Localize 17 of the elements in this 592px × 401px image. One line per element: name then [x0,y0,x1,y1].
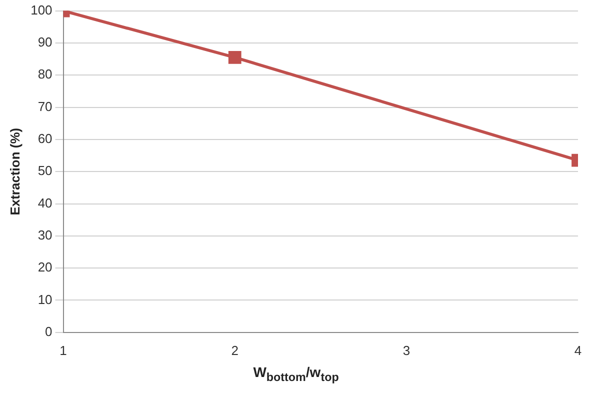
y-tick-label: 10 [38,292,52,307]
y-tick-label: 30 [38,228,52,242]
x-tick-label: 3 [402,342,410,358]
y-tick-label: 50 [38,163,52,178]
y-tick-label: 80 [38,66,52,82]
y-tick-label: 100 [30,2,52,18]
y-tick-label: 0 [45,324,52,339]
y-tick-label: 60 [38,131,52,146]
y-axis-title: Extraction (%) [7,128,22,216]
x-tick-label: 1 [60,342,67,358]
y-tick-label: 20 [38,260,52,275]
x-tick-label: 2 [231,342,238,358]
x-axis-title: W$_{bottom}$/w$_{top}$ [252,364,340,384]
y-tick-label: 70 [38,98,52,114]
y-tick-label: 40 [38,195,52,210]
x-tick-label: 4 [574,342,582,358]
y-tick-label: 90 [38,34,52,50]
